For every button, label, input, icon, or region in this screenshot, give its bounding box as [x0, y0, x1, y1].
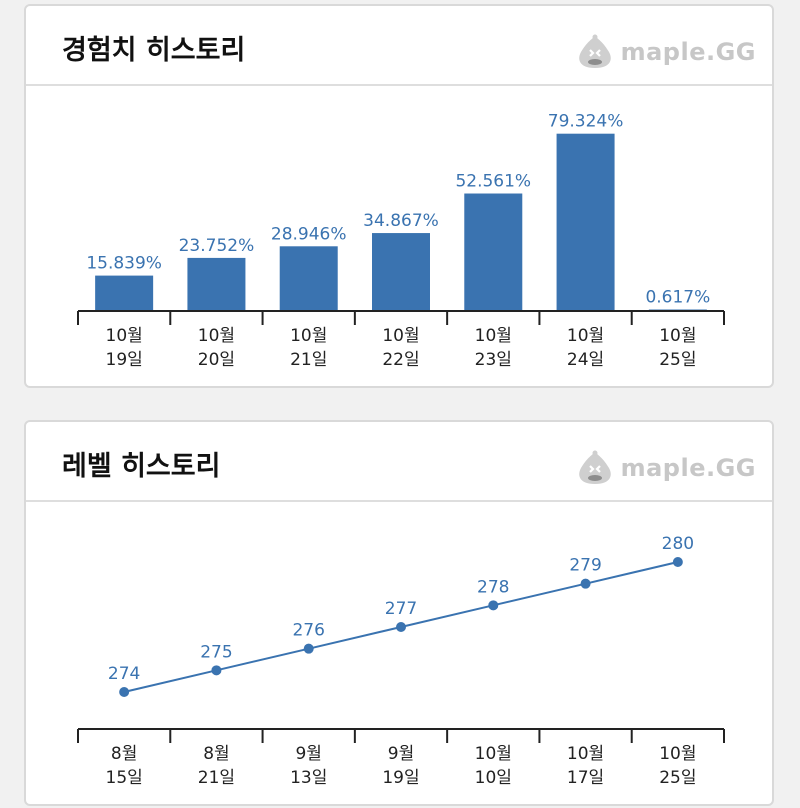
exp-value-label: 52.561%: [455, 172, 531, 192]
exp-value-label: 0.617%: [645, 288, 710, 308]
exp-tick-label-line: 23일: [475, 350, 512, 370]
level-tick-label-line: 25일: [659, 768, 696, 788]
exp-tick-label-line: 10월: [382, 326, 419, 346]
exp-value-label: 79.324%: [548, 112, 624, 132]
level-value-label: 277: [385, 599, 417, 619]
level-point: [672, 557, 683, 567]
exp-tick-label: 10월 19일: [106, 326, 143, 370]
exp-value-label: 34.867%: [363, 211, 439, 231]
level-history-header: 레벨 히스토리 maple.GG: [26, 422, 772, 502]
level-tick-label: 9월 13일: [290, 744, 327, 788]
exp-tick-label-line: 10월: [475, 326, 512, 346]
level-tick-label-line: 10월: [475, 744, 512, 764]
exp-history-title: 경험치 히스토리: [62, 35, 246, 66]
level-history-card: 레벨 히스토리 maple.GG 274 275 276 277 278 279 280 8월…: [24, 420, 774, 806]
exp-value-label: 28.946%: [271, 224, 347, 244]
exp-tick-label-line: 25일: [659, 350, 696, 370]
level-tick-label: 8월 21일: [198, 744, 235, 788]
exp-bar-chart: 15.839% 23.752% 28.946% 34.867% 52.561% 79.32…: [77, 112, 725, 370]
exp-tick-label: 10월 20일: [198, 326, 235, 370]
level-tick-label-line: 8월: [111, 744, 137, 764]
level-tick-label: 10월 25일: [659, 744, 696, 788]
brand-logo[interactable]: maple.GG: [573, 448, 756, 488]
level-value-label: 278: [477, 577, 509, 597]
brand-text: maple.GG: [620, 38, 756, 66]
level-tick-label-line: 8월: [203, 744, 229, 764]
exp-bar: [372, 233, 430, 311]
exp-tick-label-line: 10월: [290, 326, 327, 346]
exp-bar: [464, 193, 523, 311]
level-point: [580, 578, 591, 589]
exp-history-header: 경험치 히스토리 maple.GG: [26, 6, 772, 86]
slime-mascot-icon: [578, 34, 611, 68]
level-point: [211, 665, 222, 676]
exp-tick-label-line: 22일: [382, 350, 419, 370]
level-tick-label-line: 10일: [475, 768, 512, 788]
level-tick-label: 9월 19일: [382, 744, 419, 788]
exp-tick-label-line: 19일: [106, 350, 143, 370]
level-tick-label-line: 10월: [567, 744, 604, 764]
level-tick-label-line: 13일: [290, 768, 327, 788]
level-point: [119, 687, 130, 697]
level-history-title: 레벨 히스토리: [62, 451, 221, 482]
level-value-label: 280: [662, 534, 694, 554]
exp-tick-label-line: 24일: [567, 350, 604, 370]
level-value-label: 279: [569, 556, 601, 576]
slime-mascot-icon: [578, 450, 611, 484]
exp-tick-label-line: 10월: [106, 326, 143, 346]
level-point: [488, 600, 499, 611]
level-value-label: 274: [108, 664, 140, 684]
exp-tick-label-line: 10월: [198, 326, 235, 346]
exp-tick-label-line: 20일: [198, 350, 235, 370]
exp-tick-label: 10월 22일: [382, 326, 419, 370]
exp-bar: [556, 133, 615, 311]
exp-history-card: 경험치 히스토리 maple.GG 15.839% 23.752% 28.946% 3…: [24, 4, 774, 388]
exp-bar: [279, 246, 338, 311]
level-point: [303, 643, 314, 654]
level-tick-label-line: 15일: [106, 768, 143, 788]
brand-text: maple.GG: [620, 454, 756, 482]
exp-bar: [95, 275, 154, 311]
level-point: [396, 622, 406, 632]
brand-logo[interactable]: maple.GG: [573, 32, 756, 72]
level-tick-label: 10월 10일: [475, 744, 512, 788]
exp-value-label: 15.839%: [86, 254, 162, 274]
exp-bar: [187, 257, 246, 311]
exp-tick-label-line: 21일: [290, 350, 327, 370]
exp-value-label: 23.752%: [179, 236, 255, 256]
exp-tick-label-line: 10월: [659, 326, 696, 346]
level-tick-label-line: 17일: [567, 768, 604, 788]
level-value-label: 276: [292, 621, 324, 641]
level-tick-label-line: 9월: [388, 744, 414, 764]
level-tick-label-line: 21일: [198, 768, 235, 788]
exp-tick-label: 10월 23일: [475, 326, 512, 370]
exp-tick-label: 10월 25일: [659, 326, 696, 370]
level-tick-label-line: 10월: [659, 744, 696, 764]
level-tick-label: 10월 17일: [567, 744, 604, 788]
exp-tick-label: 10월 24일: [567, 326, 604, 370]
level-tick-label-line: 19일: [382, 768, 419, 788]
exp-tick-label: 10월 21일: [290, 326, 327, 370]
level-value-label: 275: [200, 642, 232, 662]
level-tick-label: 8월 15일: [106, 744, 143, 788]
level-tick-label-line: 9월: [295, 744, 321, 764]
exp-tick-label-line: 10월: [567, 326, 604, 346]
